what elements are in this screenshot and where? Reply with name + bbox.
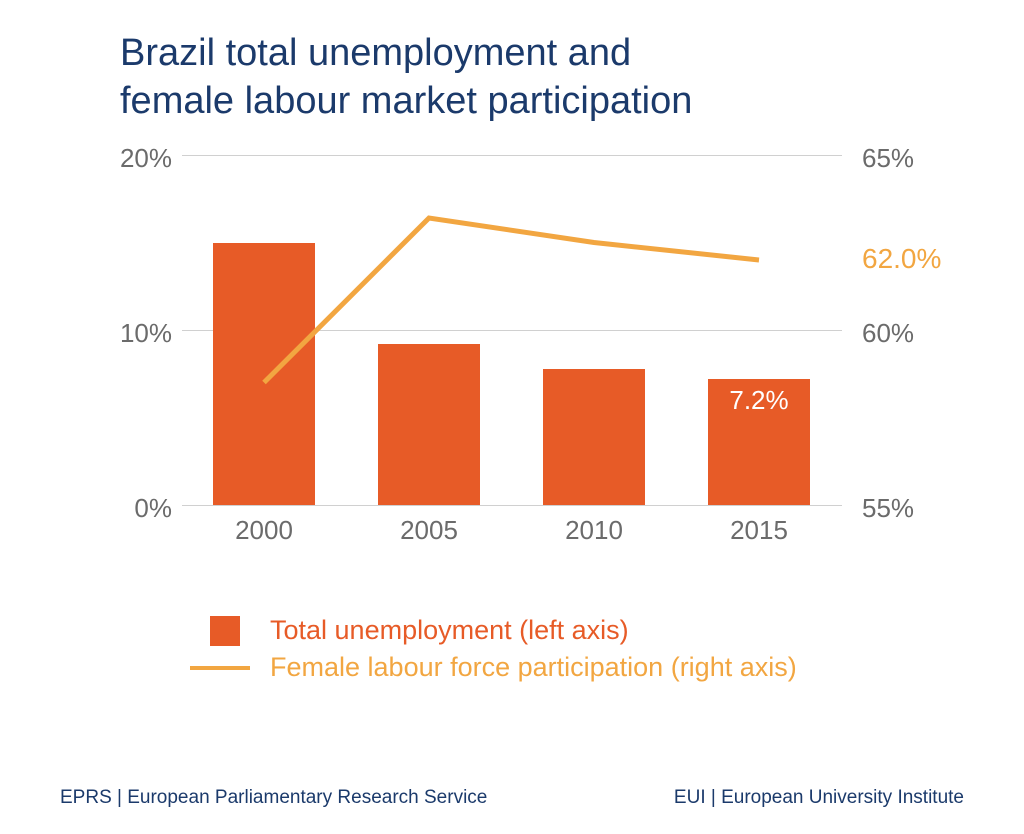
y-left-tick-10: 10% (112, 318, 172, 349)
y-right-tick-60: 60% (862, 318, 942, 349)
chart-container: Brazil total unemployment and female lab… (0, 0, 1024, 834)
chart-area: 20% 10% 0% 65% 60% 55% 7.2% 62.0% (62, 135, 962, 555)
y-left-tick-20: 20% (112, 143, 172, 174)
footer: EPRS | European Parliamentary Research S… (60, 787, 964, 809)
legend-row-bar: Total unemployment (left axis) (200, 615, 974, 646)
title-line-2: female labour market participation (120, 80, 692, 122)
y-right-tick-65: 65% (862, 143, 942, 174)
legend-bar-label: Total unemployment (left axis) (270, 615, 629, 646)
line-end-label: 62.0% (862, 243, 941, 275)
footer-left: EPRS | European Parliamentary Research S… (60, 787, 487, 809)
x-label-2000: 2000 (214, 515, 314, 546)
gridline-bottom (182, 505, 842, 506)
x-label-2015: 2015 (709, 515, 809, 546)
x-label-2010: 2010 (544, 515, 644, 546)
legend: Total unemployment (left axis) Female la… (200, 615, 974, 683)
plot-region: 7.2% (182, 155, 842, 505)
footer-right: EUI | European University Institute (674, 787, 964, 809)
legend-swatch-line-icon (190, 666, 250, 670)
legend-swatch-bar-icon (210, 616, 240, 646)
legend-row-line: Female labour force participation (right… (200, 652, 974, 683)
y-left-tick-0: 0% (112, 493, 172, 524)
y-right-tick-55: 55% (862, 493, 942, 524)
chart-title: Brazil total unemployment and female lab… (120, 30, 974, 125)
title-line-1: Brazil total unemployment and (120, 32, 631, 74)
x-label-2005: 2005 (379, 515, 479, 546)
line-series (182, 155, 842, 505)
legend-line-label: Female labour force participation (right… (270, 652, 797, 683)
